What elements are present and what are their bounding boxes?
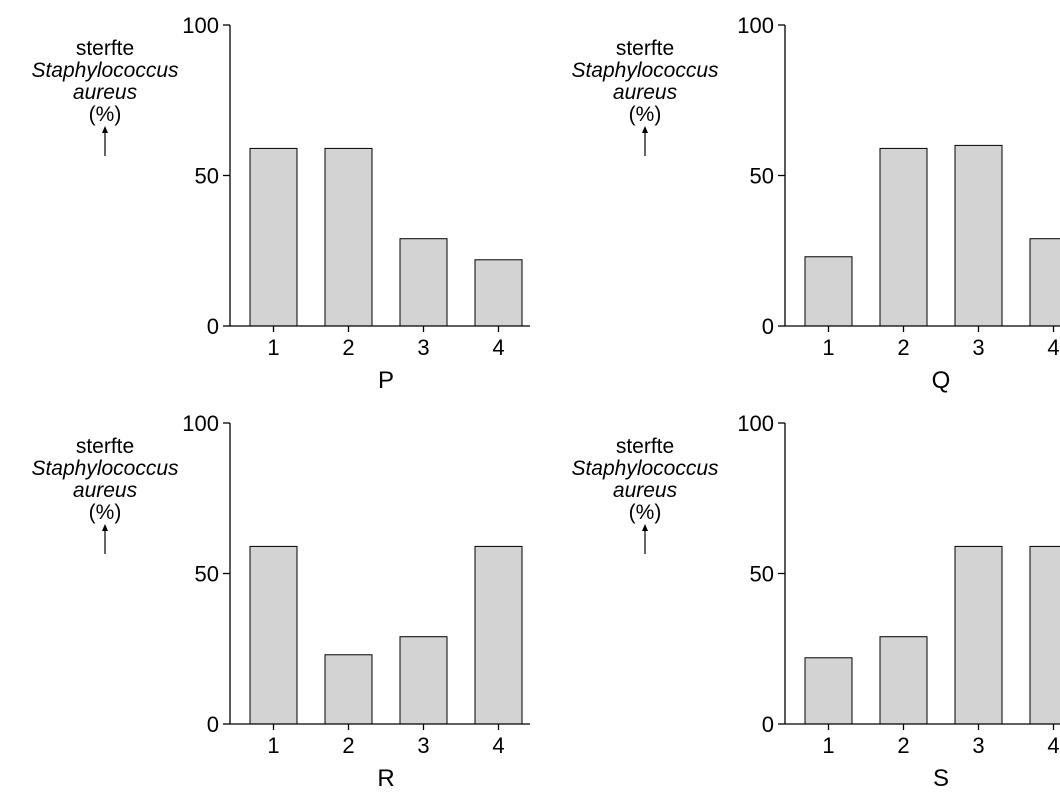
x-tick-label: 2 bbox=[897, 335, 909, 360]
panel-label: S bbox=[933, 765, 949, 792]
y-axis-label-line: (%) bbox=[628, 103, 662, 126]
bar-3 bbox=[954, 545, 1003, 725]
x-tick-label: 1 bbox=[822, 335, 834, 360]
x-tick-label: 4 bbox=[492, 733, 504, 758]
y-axis-label-line: (%) bbox=[88, 103, 122, 126]
y-axis-label: sterfte Staphylococcus aureus (%) bbox=[545, 38, 745, 156]
chart-svg: 0 50 100 1 2 3 4 P bbox=[182, 13, 530, 394]
up-arrow-icon bbox=[5, 524, 205, 554]
y-axis-label-line: Staphylococcus bbox=[571, 457, 719, 480]
y-axis-label-line: Staphylococcus bbox=[571, 59, 719, 82]
y-tick-label: 0 bbox=[762, 314, 774, 339]
y-tick-label: 50 bbox=[195, 562, 219, 587]
panel-label: R bbox=[377, 765, 394, 792]
up-arrow-icon bbox=[5, 126, 205, 156]
x-tick-label: 3 bbox=[417, 733, 429, 758]
y-tick-label: 50 bbox=[750, 562, 774, 587]
y-tick-label: 50 bbox=[750, 164, 774, 189]
y-axis-label-line: sterfte bbox=[75, 37, 135, 60]
panel-label: Q bbox=[932, 367, 951, 394]
y-tick-label: 0 bbox=[207, 712, 219, 737]
x-tick-label: 2 bbox=[342, 335, 354, 360]
x-tick-label: 1 bbox=[822, 733, 834, 758]
x-tick-label: 2 bbox=[342, 733, 354, 758]
y-axis-label-line: aureus bbox=[72, 81, 138, 104]
bar-1 bbox=[804, 256, 853, 327]
x-tick-label: 4 bbox=[1047, 733, 1059, 758]
bar-3 bbox=[399, 238, 448, 327]
x-tick-label: 2 bbox=[897, 733, 909, 758]
y-tick-label: 100 bbox=[182, 411, 219, 436]
up-arrow-icon bbox=[545, 524, 745, 554]
y-axis-label: sterfte Staphylococcus aureus (%) bbox=[5, 436, 205, 554]
bar-1 bbox=[249, 545, 298, 725]
y-tick-label: 50 bbox=[195, 164, 219, 189]
y-tick-label: 0 bbox=[207, 314, 219, 339]
y-tick-label: 100 bbox=[737, 411, 774, 436]
y-axis-label-line: aureus bbox=[612, 81, 678, 104]
bar-1 bbox=[804, 657, 853, 725]
x-tick-label: 4 bbox=[1047, 335, 1059, 360]
y-axis-label-line: sterfte bbox=[75, 435, 135, 458]
y-axis-label-line: sterfte bbox=[615, 435, 675, 458]
bar-1 bbox=[249, 147, 298, 327]
chart-svg: 0 50 100 1 2 3 4 Q bbox=[737, 13, 1060, 394]
bar-2 bbox=[324, 654, 373, 725]
bar-2 bbox=[879, 147, 928, 327]
y-axis-label: sterfte Staphylococcus aureus (%) bbox=[545, 436, 745, 554]
y-axis-label-line: (%) bbox=[628, 501, 662, 524]
chart-svg: 0 50 100 1 2 3 4 R bbox=[182, 411, 530, 792]
bar-4 bbox=[1029, 238, 1060, 327]
x-tick-label: 1 bbox=[267, 733, 279, 758]
bar-2 bbox=[879, 636, 928, 725]
y-axis-label-line: aureus bbox=[612, 479, 678, 502]
bar-4 bbox=[1029, 545, 1060, 725]
bar-3 bbox=[954, 144, 1003, 327]
y-axis-label-line: Staphylococcus bbox=[31, 59, 179, 82]
y-tick-label: 0 bbox=[762, 712, 774, 737]
y-axis-label: sterfte Staphylococcus aureus (%) bbox=[5, 38, 205, 156]
panel-label: P bbox=[378, 367, 394, 394]
chart-svg: 0 50 100 1 2 3 4 S bbox=[737, 411, 1060, 792]
y-tick-label: 100 bbox=[182, 13, 219, 38]
y-axis-label-line: Staphylococcus bbox=[31, 457, 179, 480]
x-tick-label: 4 bbox=[492, 335, 504, 360]
x-tick-label: 3 bbox=[417, 335, 429, 360]
bar-3 bbox=[399, 636, 448, 725]
bar-2 bbox=[324, 147, 373, 327]
x-tick-label: 3 bbox=[972, 733, 984, 758]
y-axis-label-line: aureus bbox=[72, 479, 138, 502]
y-tick-label: 100 bbox=[737, 13, 774, 38]
y-axis-label-line: (%) bbox=[88, 501, 122, 524]
x-tick-label: 1 bbox=[267, 335, 279, 360]
bar-4 bbox=[474, 545, 523, 725]
x-tick-label: 3 bbox=[972, 335, 984, 360]
y-axis-label-line: sterfte bbox=[615, 37, 675, 60]
bar-4 bbox=[474, 259, 523, 327]
up-arrow-icon bbox=[545, 126, 745, 156]
